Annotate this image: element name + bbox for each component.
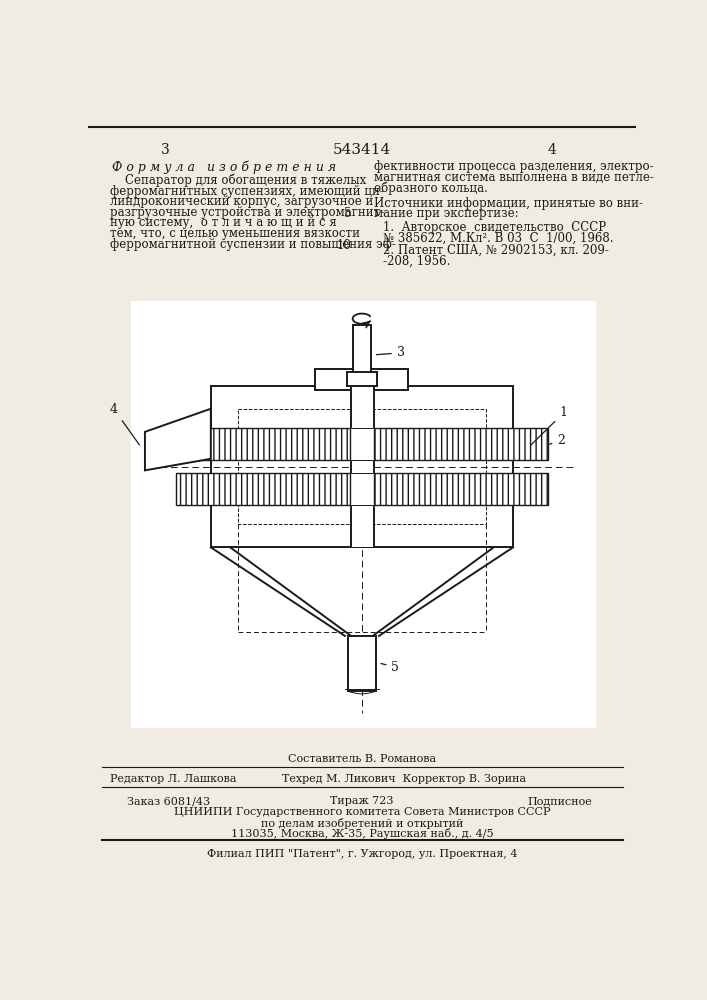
Polygon shape xyxy=(145,409,211,470)
Bar xyxy=(238,409,486,524)
Bar xyxy=(373,428,548,460)
Text: 1.  Авторское  свидетельство  СССР: 1. Авторское свидетельство СССР xyxy=(383,221,606,234)
Text: по делам изобретений и открытий: по делам изобретений и открытий xyxy=(261,818,463,829)
Text: разгрузочные устройства и электромагнит-: разгрузочные устройства и электромагнит- xyxy=(110,206,385,219)
Text: 3: 3 xyxy=(161,143,170,157)
Text: мание при экспертизе:: мание при экспертизе: xyxy=(373,207,518,220)
Bar xyxy=(373,473,548,505)
Text: Подписное: Подписное xyxy=(527,796,592,806)
Bar xyxy=(176,428,351,460)
Bar xyxy=(176,473,351,505)
Bar xyxy=(347,372,377,386)
Text: Составитель В. Романова: Составитель В. Романова xyxy=(288,754,436,764)
Bar xyxy=(351,386,373,547)
Text: 2. Патент США, № 2902153, кл. 209-: 2. Патент США, № 2902153, кл. 209- xyxy=(383,244,609,257)
Text: Тираж 723: Тираж 723 xyxy=(330,796,394,806)
Text: № 385622, М.Кл². В 03  С  1/00, 1968.: № 385622, М.Кл². В 03 С 1/00, 1968. xyxy=(383,231,614,244)
Text: Редактор Л. Лашкова: Редактор Л. Лашкова xyxy=(110,774,237,784)
Bar xyxy=(315,369,409,389)
Text: образного кольца.: образного кольца. xyxy=(373,181,487,195)
Text: 2: 2 xyxy=(549,434,565,447)
Text: Ф о р м у л а   и з о б р е т е н и я: Ф о р м у л а и з о б р е т е н и я xyxy=(112,160,336,174)
Text: Филиал ПИП "Патент", г. Ужгород, ул. Проектная, 4: Филиал ПИП "Патент", г. Ужгород, ул. Про… xyxy=(206,849,518,859)
Bar xyxy=(353,325,371,386)
Text: -208, 1956.: -208, 1956. xyxy=(383,254,450,267)
Text: Сепаратор для обогащения в тяжелых: Сепаратор для обогащения в тяжелых xyxy=(110,174,366,187)
Text: 113035, Москва, Ж-35, Раушская наб., д. 4/5: 113035, Москва, Ж-35, Раушская наб., д. … xyxy=(230,828,493,839)
Text: ную систему,  о т л и ч а ю щ и й с я: ную систему, о т л и ч а ю щ и й с я xyxy=(110,216,337,229)
Text: 4: 4 xyxy=(110,403,139,445)
Text: Техред М. Ликович  Корректор В. Зорина: Техред М. Ликович Корректор В. Зорина xyxy=(282,774,526,784)
Text: 1: 1 xyxy=(530,406,568,445)
Text: ферромагнитных суспензиях, имеющий ци-: ферромагнитных суспензиях, имеющий ци- xyxy=(110,185,384,198)
Text: магнитная система выполнена в виде петле-: магнитная система выполнена в виде петле… xyxy=(373,171,653,184)
Text: 10: 10 xyxy=(337,239,352,252)
Text: 5: 5 xyxy=(344,207,352,220)
Text: 5: 5 xyxy=(381,661,399,674)
Bar xyxy=(348,636,376,691)
Text: тем, что, с целью уменьшения вязкости: тем, что, с целью уменьшения вязкости xyxy=(110,227,360,240)
Text: ферромагнитной суспензии и повышения эф-: ферромагнитной суспензии и повышения эф- xyxy=(110,238,396,251)
Text: 543414: 543414 xyxy=(333,143,391,157)
Text: ЦНИИПИ Государственного комитета Совета Министров СССР: ЦНИИПИ Государственного комитета Совета … xyxy=(174,807,550,817)
Bar xyxy=(351,460,373,473)
Text: 4: 4 xyxy=(547,143,556,157)
Bar xyxy=(351,386,373,428)
Bar xyxy=(351,505,373,547)
Text: Заказ 6081/43: Заказ 6081/43 xyxy=(127,796,210,806)
Text: Источники информации, принятые во вни-: Источники информации, принятые во вни- xyxy=(373,197,643,210)
Text: фективности процесса разделения, электро-: фективности процесса разделения, электро… xyxy=(373,160,653,173)
Text: 3: 3 xyxy=(376,346,405,359)
Bar xyxy=(131,301,596,728)
Text: линдроконический корпус, загрузочное и: линдроконический корпус, загрузочное и xyxy=(110,195,373,208)
Bar xyxy=(211,386,513,547)
